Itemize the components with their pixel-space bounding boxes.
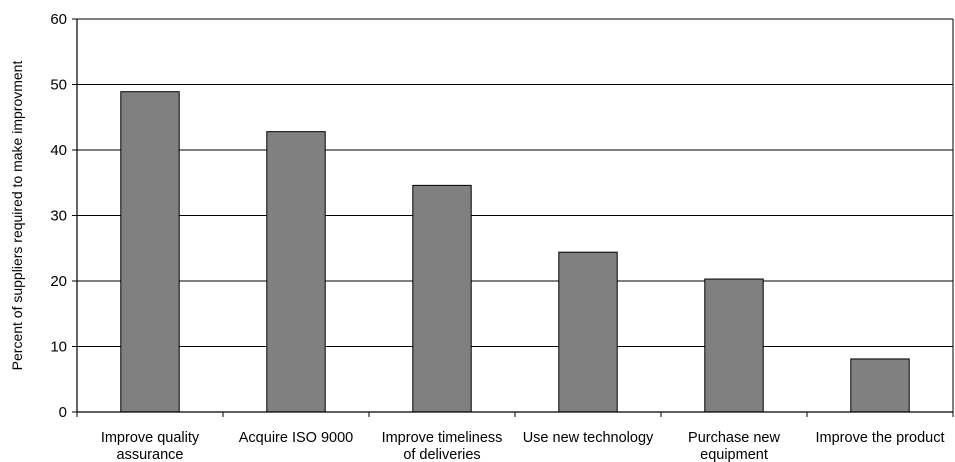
bars — [120, 91, 910, 413]
x-category-label-line: Improve the product — [816, 430, 945, 446]
y-tick-label: 50 — [50, 77, 67, 94]
x-category-label: Improve timeliness of deliveries — [382, 430, 503, 462]
x-category-label: Improve the product — [816, 430, 945, 446]
x-category-label-line: assurance — [117, 447, 184, 462]
y-axis-title: Percent of suppliers required to make im… — [9, 61, 25, 371]
x-category-label-line: Purchase new — [688, 430, 780, 446]
y-tick-label: 0 — [59, 404, 67, 421]
bar — [266, 131, 326, 413]
x-category-label-line: Acquire ISO 9000 — [239, 430, 353, 446]
bar — [412, 184, 472, 413]
axes — [72, 18, 954, 417]
x-category-labels: Improve quality assurance Acquire ISO 9000… — [101, 430, 945, 462]
x-category-label: Improve quality assurance — [101, 430, 200, 462]
y-tick-label: 10 — [50, 339, 67, 356]
x-category-label: Use new technology — [523, 430, 654, 446]
bar — [558, 251, 618, 413]
x-category-label-line: Improve timeliness — [382, 430, 503, 446]
bar — [850, 358, 910, 413]
x-category-label-line: equipment — [700, 447, 768, 462]
x-category-label-line: Improve quality — [101, 430, 200, 446]
x-category-label: Acquire ISO 9000 — [239, 430, 353, 446]
gridlines — [77, 18, 953, 347]
x-category-label: Purchase new equipment — [688, 430, 780, 462]
x-category-label-line: Use new technology — [523, 430, 654, 446]
y-tick-label: 30 — [50, 208, 67, 225]
bar — [120, 91, 180, 413]
bar — [704, 278, 764, 413]
y-tick-label: 40 — [50, 142, 67, 159]
y-tick-label: 60 — [50, 11, 67, 28]
x-category-label-line: of deliveries — [403, 447, 480, 462]
y-tick-label: 20 — [50, 273, 67, 290]
y-tick-labels: 0 10 20 30 40 50 60 — [50, 11, 67, 421]
